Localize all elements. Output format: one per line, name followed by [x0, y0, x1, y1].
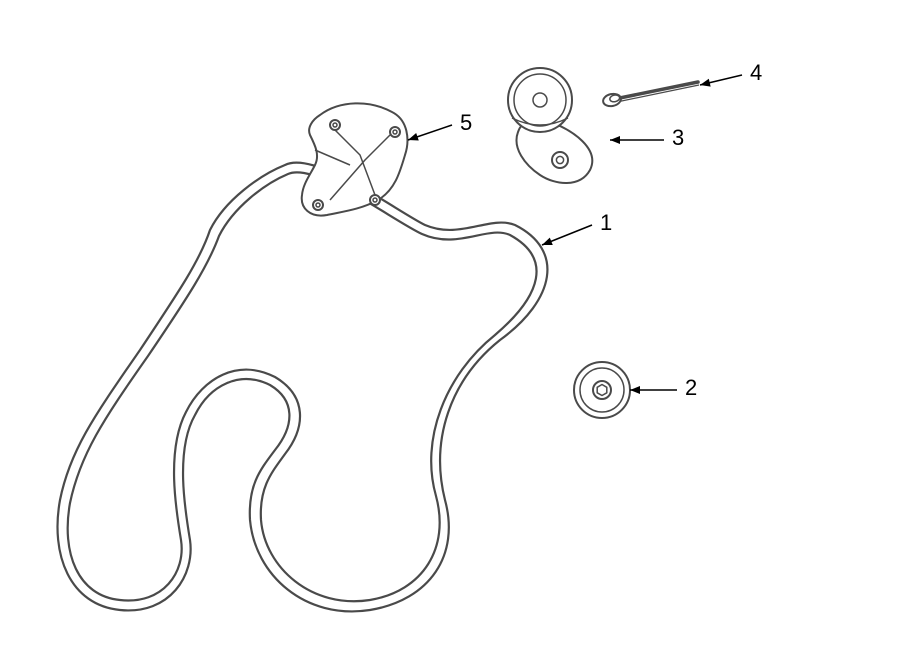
callout-label-4: 4 — [750, 60, 762, 85]
callout-4: 4 — [700, 60, 762, 87]
tensioner-bolt — [602, 82, 699, 108]
parts-diagram: 1 2 3 4 5 — [0, 0, 900, 661]
tensioner-assembly — [508, 68, 592, 183]
serpentine-belt — [58, 163, 548, 612]
callout-label-1: 1 — [600, 210, 612, 235]
callout-label-2: 2 — [685, 375, 697, 400]
callout-2: 2 — [630, 375, 697, 400]
callout-3: 3 — [610, 125, 684, 150]
tensioner-bracket — [302, 103, 408, 215]
callout-1: 1 — [542, 210, 612, 245]
callout-label-3: 3 — [672, 125, 684, 150]
idler-pulley — [574, 362, 630, 418]
callout-5: 5 — [408, 110, 472, 141]
callout-label-5: 5 — [460, 110, 472, 135]
